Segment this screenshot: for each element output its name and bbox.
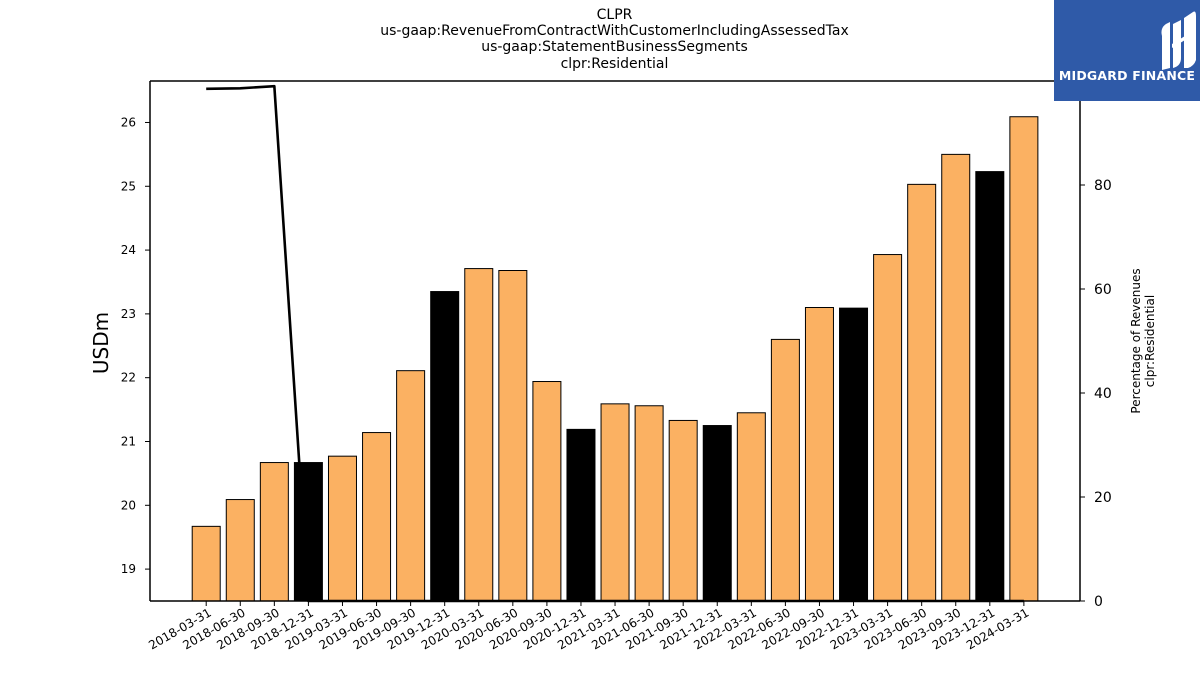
bar-2022-03-31	[736, 412, 766, 602]
bar-2021-03-31	[600, 403, 630, 602]
bar-2021-06-30	[634, 405, 664, 602]
y2-tick-label: 80	[1094, 178, 1112, 194]
bar-2023-09-30	[941, 153, 971, 602]
y-tick-label: 25	[121, 179, 136, 193]
bar-2020-12-31	[566, 428, 596, 602]
bar-2018-09-30	[259, 462, 289, 602]
bar-2024-03-31	[1009, 116, 1039, 602]
bar-2023-03-31	[873, 254, 903, 602]
bar-2020-09-30	[532, 381, 562, 602]
bar-2021-09-30	[668, 419, 698, 602]
bar-2019-12-31	[430, 291, 460, 602]
bar-2019-03-31	[327, 455, 357, 602]
chart-title-metric: us-gaap:RevenueFromContractWithCustomerI…	[380, 23, 849, 39]
bar-2022-12-31	[839, 307, 869, 602]
chart-title-axis: us-gaap:StatementBusinessSegments	[481, 39, 748, 55]
y2-tick-label: 60	[1094, 282, 1112, 298]
y-tick-label: 24	[121, 243, 136, 257]
bar-2018-12-31	[293, 462, 323, 602]
y-tick-label: 21	[121, 434, 136, 448]
logo-mark-icon	[1161, 11, 1196, 70]
y2-axis-label-line1: Percentage of Revenues	[1129, 268, 1143, 414]
midgard-finance-logo: MIDGARD FINANCE	[1054, 0, 1200, 101]
y-axis-label: USDm	[89, 311, 113, 375]
bar-2022-09-30	[804, 307, 834, 602]
bar-2023-12-31	[975, 171, 1005, 602]
bar-2022-06-30	[770, 338, 800, 602]
y2-axis-label: Percentage of Revenues clpr:Residential	[1129, 268, 1157, 413]
y2-tick-label: 40	[1094, 386, 1112, 402]
bar-2019-06-30	[362, 432, 392, 602]
y-tick-label: 23	[121, 307, 136, 321]
chart-title-ticker: CLPR	[596, 7, 633, 23]
y-tick-label: 22	[121, 371, 136, 385]
chart-title-member: clpr:Residential	[560, 56, 669, 72]
bar-2018-03-31	[191, 525, 221, 602]
y-tick-label: 19	[121, 562, 136, 576]
bar-2020-03-31	[464, 268, 494, 602]
y-tick-label: 20	[121, 498, 136, 512]
y2-tick-label: 0	[1094, 594, 1103, 610]
bar-2021-12-31	[702, 425, 732, 602]
logo-text: MIDGARD FINANCE	[1058, 68, 1196, 83]
bar-2020-06-30	[498, 270, 528, 602]
bar-2023-06-30	[907, 183, 937, 602]
bar-2018-06-30	[225, 499, 255, 602]
bar-2019-09-30	[396, 370, 426, 602]
y-tick-label: 26	[121, 115, 136, 129]
y2-tick-label: 20	[1094, 490, 1112, 506]
y2-axis-label-line2: clpr:Residential	[1143, 294, 1157, 388]
